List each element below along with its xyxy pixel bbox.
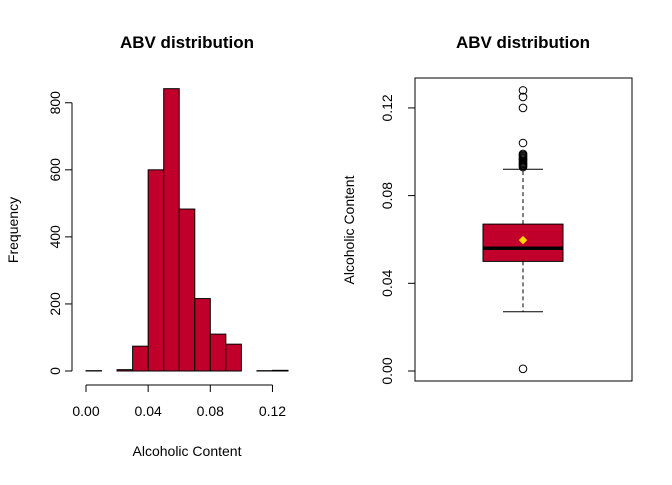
histogram-bar — [117, 370, 133, 371]
histogram-y-tick-label: 0 — [47, 367, 63, 375]
histogram-title: ABV distribution — [120, 33, 254, 52]
boxplot-y-tick-label: 0.04 — [379, 269, 395, 296]
boxplot-y-tick-label: 0.08 — [379, 182, 395, 209]
histogram-y-tick-label: 800 — [47, 91, 63, 115]
histogram-y-tick-label: 600 — [47, 158, 63, 182]
boxplot-y-tick-label: 0.00 — [379, 357, 395, 384]
histogram-x-axis-label: Alcoholic Content — [133, 443, 242, 459]
boxplot-y-axis: 0.00 0.04 0.08 0.12 — [379, 94, 415, 385]
boxplot-outlier-point — [519, 104, 527, 112]
histogram-bar — [133, 346, 149, 371]
boxplot-title: ABV distribution — [456, 33, 590, 52]
histogram-bar — [226, 344, 242, 371]
histogram-x-tick-label: 0.08 — [197, 403, 224, 419]
histogram-y-axis: 0 200 400 600 800 — [47, 91, 72, 375]
boxplot-outlier-point — [519, 365, 527, 373]
histogram-bar — [195, 299, 211, 371]
histogram-bar — [164, 89, 180, 371]
histogram-x-axis: 0.00 0.04 0.08 0.12 — [72, 385, 286, 419]
histogram-x-tick-label: 0.00 — [72, 403, 99, 419]
boxplot-y-tick-label: 0.12 — [379, 94, 395, 121]
histogram-bar — [148, 170, 164, 371]
boxplot-y-axis-label: Alcoholic Content — [341, 175, 357, 284]
boxplot-panel: ABV distribution 0.00 0.04 0.08 0.12 Alcoho… — [341, 33, 632, 385]
histogram-bar — [179, 209, 195, 371]
histogram-y-axis-label: Frequency — [5, 197, 21, 263]
histogram-bar — [210, 334, 226, 371]
boxplot-outlier-point — [519, 139, 527, 147]
histogram-y-tick-label: 400 — [47, 225, 63, 249]
boxplot-marks — [483, 87, 563, 373]
histogram-bar — [272, 370, 288, 371]
histogram-x-tick-label: 0.04 — [135, 403, 162, 419]
histogram-y-tick-label: 200 — [47, 292, 63, 316]
histogram-x-tick-label: 0.12 — [259, 403, 286, 419]
histogram-bars — [86, 89, 288, 371]
